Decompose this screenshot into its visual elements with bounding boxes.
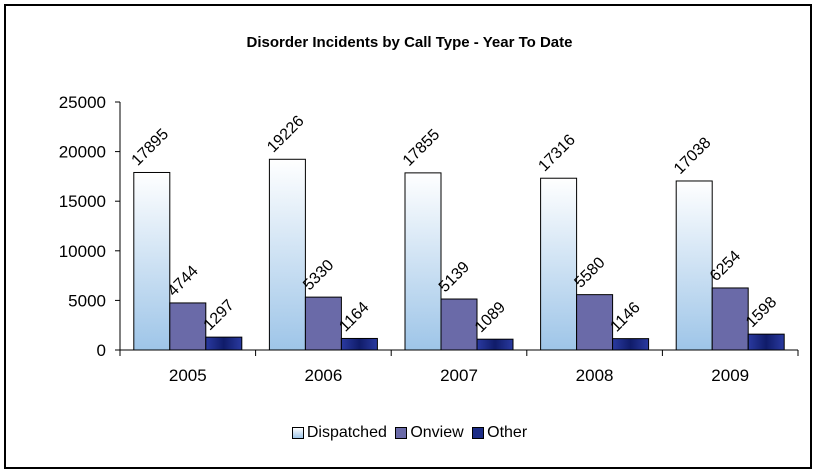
data-label-dispatched-2008: 17316 [535,132,579,176]
legend-item-dispatched: Dispatched [291,424,387,442]
bar-onview-2005 [169,302,207,351]
bar-dispatched-2005 [133,171,171,351]
data-label-dispatched-2005: 17895 [129,126,173,170]
bar-other-2007 [476,338,514,351]
y-tick-label: 10000 [59,242,106,261]
y-tick-label: 0 [97,341,106,360]
x-tick-label-2009: 2009 [711,366,749,385]
y-tick-label: 25000 [59,93,106,112]
y-tick-label: 5000 [68,291,106,310]
x-tick-label-2006: 2006 [304,366,342,385]
bar-onview-2009 [711,287,749,351]
legend-swatch-dispatched [291,427,304,439]
bar-dispatched-2006 [268,158,306,351]
bar-dispatched-2009 [675,180,713,351]
legend-swatch-onview [395,427,408,439]
bar-dispatched-2008 [540,177,578,351]
data-label-dispatched-2009: 17038 [671,134,715,178]
data-label-dispatched-2007: 17855 [400,126,444,170]
bar-other-2008 [612,338,650,351]
x-tick-label-2008: 2008 [576,366,614,385]
legend-label-onview: Onview [410,424,464,441]
chart-legend: Dispatched Onview Other [0,424,819,444]
data-label-other-2005: 1297 [201,297,238,334]
y-tick-label: 15000 [59,192,106,211]
chart-title: Disorder Incidents by Call Type - Year T… [246,34,573,51]
bar-onview-2008 [576,294,614,351]
bar-dispatched-2007 [404,172,442,351]
bar-other-2005 [205,336,243,351]
legend-swatch-other [472,427,485,439]
bar-onview-2007 [440,298,478,351]
x-tick-label-2007: 2007 [440,366,478,385]
legend-label-dispatched: Dispatched [306,424,387,441]
data-label-dispatched-2006: 19226 [264,113,308,157]
bar-other-2009 [747,333,785,351]
x-tick-label-2005: 2005 [169,366,207,385]
legend-item-other: Other [472,424,527,442]
legend-label-other: Other [487,424,528,441]
bar-other-2006 [340,337,378,351]
bar-onview-2006 [304,296,342,351]
legend-item-onview: Onview [395,424,464,442]
y-tick-label: 20000 [59,143,106,162]
